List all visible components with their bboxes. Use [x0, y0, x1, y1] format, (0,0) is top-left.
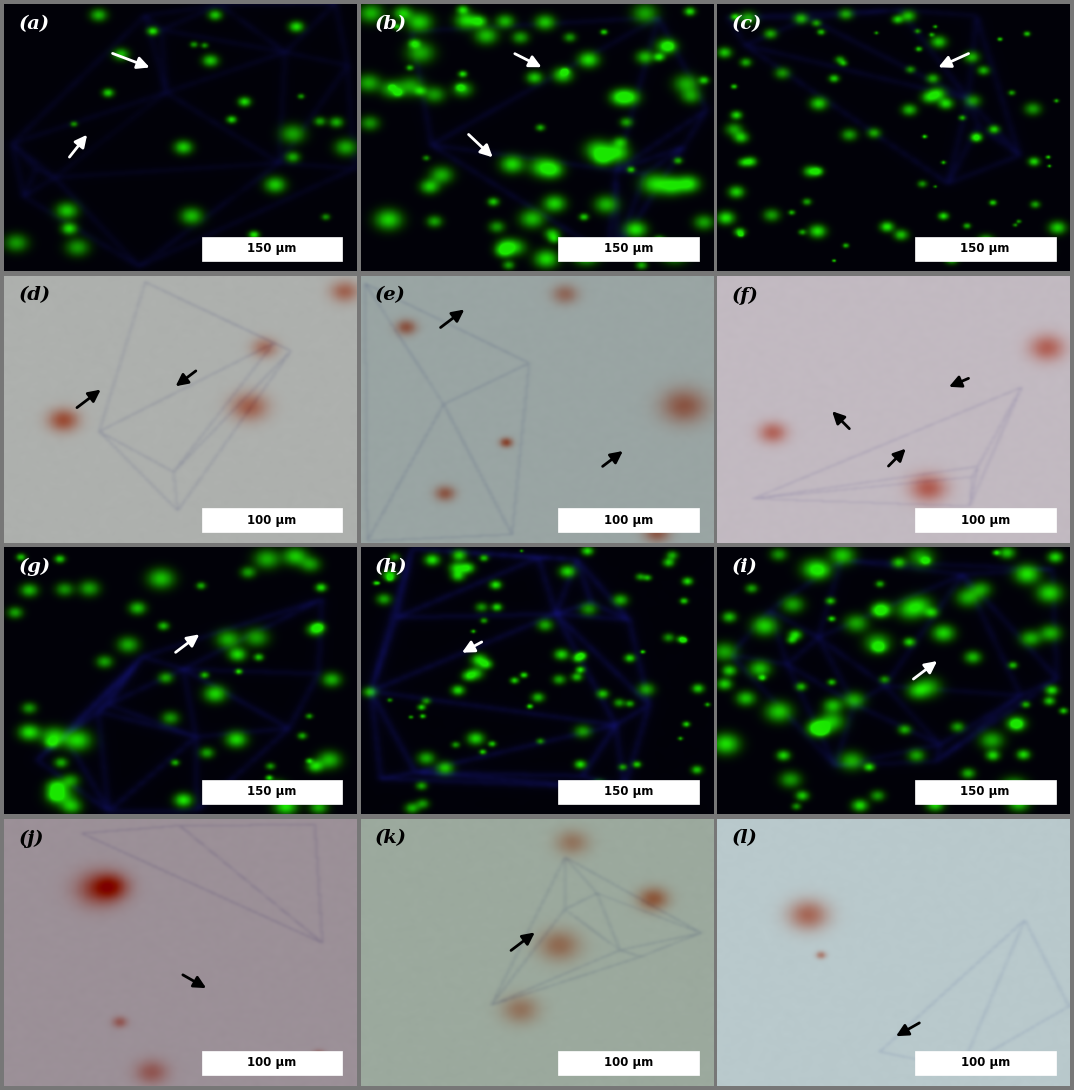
FancyBboxPatch shape: [202, 237, 343, 261]
FancyBboxPatch shape: [915, 237, 1056, 261]
Text: 100 μm: 100 μm: [960, 1056, 1010, 1069]
FancyBboxPatch shape: [915, 508, 1056, 532]
FancyBboxPatch shape: [558, 779, 699, 803]
Text: (h): (h): [375, 558, 407, 576]
Text: 100 μm: 100 μm: [604, 513, 653, 526]
Text: 150 μm: 150 μm: [604, 242, 653, 255]
FancyBboxPatch shape: [202, 508, 343, 532]
Text: (d): (d): [18, 287, 50, 304]
Text: 150 μm: 150 μm: [247, 242, 296, 255]
Text: 100 μm: 100 μm: [960, 513, 1010, 526]
Text: 100 μm: 100 μm: [247, 1056, 296, 1069]
Text: 100 μm: 100 μm: [604, 1056, 653, 1069]
FancyBboxPatch shape: [202, 1051, 343, 1075]
Text: 150 μm: 150 μm: [604, 785, 653, 798]
Text: (i): (i): [731, 558, 757, 576]
Text: (a): (a): [18, 15, 49, 33]
Text: (c): (c): [731, 15, 761, 33]
Text: (b): (b): [375, 15, 407, 33]
Text: (f): (f): [731, 287, 758, 305]
Text: 150 μm: 150 μm: [960, 785, 1010, 798]
FancyBboxPatch shape: [558, 508, 699, 532]
Text: (e): (e): [375, 287, 406, 304]
Text: 100 μm: 100 μm: [247, 513, 296, 526]
Text: (k): (k): [375, 829, 407, 847]
FancyBboxPatch shape: [558, 1051, 699, 1075]
FancyBboxPatch shape: [558, 237, 699, 261]
Text: (l): (l): [731, 829, 757, 847]
FancyBboxPatch shape: [202, 779, 343, 803]
Text: 150 μm: 150 μm: [247, 785, 296, 798]
Text: 150 μm: 150 μm: [960, 242, 1010, 255]
FancyBboxPatch shape: [915, 779, 1056, 803]
FancyBboxPatch shape: [915, 1051, 1056, 1075]
Text: (g): (g): [18, 558, 50, 577]
Text: (j): (j): [18, 829, 44, 848]
